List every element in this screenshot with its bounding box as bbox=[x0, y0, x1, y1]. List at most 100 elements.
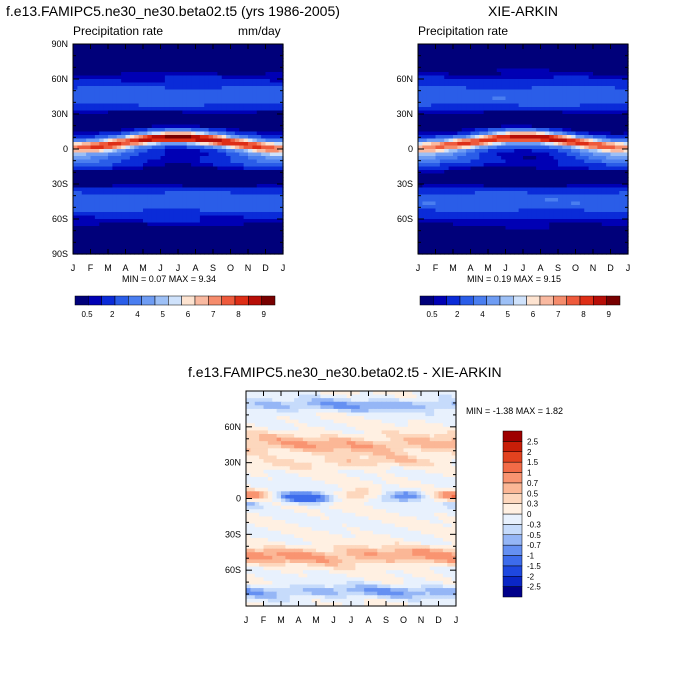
panel1-cell bbox=[151, 54, 157, 59]
panel1-cell bbox=[129, 142, 135, 147]
panel1-cell bbox=[73, 72, 78, 77]
panel2-cell bbox=[426, 121, 432, 126]
panel1-cell bbox=[156, 180, 162, 185]
panel2-cell bbox=[479, 44, 485, 49]
panel1-cell bbox=[191, 205, 197, 210]
panel2-cell bbox=[496, 156, 502, 161]
panel1-cell bbox=[239, 47, 245, 52]
panel1-cell bbox=[195, 240, 201, 245]
panel2-cell bbox=[474, 180, 480, 185]
panel1-cell bbox=[213, 65, 218, 70]
panel1-cell bbox=[73, 198, 78, 203]
panel1-cell bbox=[77, 121, 83, 126]
panel1-cell bbox=[248, 212, 253, 217]
panel1-cell bbox=[234, 229, 240, 234]
panel2-cell bbox=[610, 156, 616, 161]
panel2-cell bbox=[571, 173, 577, 178]
panel1-cell bbox=[129, 68, 135, 73]
panel1-cell bbox=[217, 177, 223, 182]
panel1-cell bbox=[94, 170, 100, 175]
panel1-cell bbox=[73, 51, 78, 56]
panel2-cell bbox=[619, 170, 625, 175]
panel2-cell bbox=[523, 170, 528, 175]
panel2-cell bbox=[470, 121, 476, 126]
panel2-cell bbox=[566, 54, 572, 59]
panel2-cell bbox=[474, 54, 480, 59]
panel1-cell bbox=[208, 233, 214, 238]
panel2-cell bbox=[601, 152, 607, 157]
panel2-cell bbox=[619, 166, 625, 171]
panel1-cell bbox=[252, 47, 258, 52]
panel1-cell bbox=[81, 226, 87, 231]
panel1-cell bbox=[156, 96, 162, 101]
panel2-cell bbox=[431, 166, 437, 171]
panel1-cell bbox=[129, 166, 135, 171]
panel2-cell bbox=[518, 184, 524, 189]
panel1-cell bbox=[208, 187, 214, 192]
panel2-cell bbox=[540, 145, 546, 150]
panel2-cell bbox=[606, 72, 612, 77]
panel2-cell bbox=[488, 184, 493, 189]
panel2-cell bbox=[571, 121, 577, 126]
panel1-cell bbox=[147, 194, 153, 199]
panel2-cell bbox=[601, 184, 607, 189]
panel2-cell bbox=[606, 166, 612, 171]
panel2-cell bbox=[435, 96, 441, 101]
panel1-cell bbox=[151, 170, 157, 175]
panel2-cell bbox=[588, 75, 594, 80]
panel1-cell bbox=[125, 89, 131, 94]
panel1-cell bbox=[230, 114, 236, 119]
panel1-cell bbox=[77, 240, 83, 245]
panel2-cell bbox=[558, 145, 563, 150]
panel2-cell bbox=[527, 145, 533, 150]
panel2-cell bbox=[518, 173, 524, 178]
panel2-cell bbox=[461, 110, 467, 115]
panel2-cell bbox=[505, 135, 511, 140]
panel1-cell bbox=[125, 82, 131, 87]
panel1-cell bbox=[195, 93, 201, 98]
panel2-cell bbox=[523, 44, 528, 49]
panel2-cell bbox=[614, 170, 620, 175]
panel2-cell bbox=[479, 142, 485, 147]
panel1-cell bbox=[204, 58, 210, 63]
panel1-cell bbox=[164, 51, 170, 56]
panel1-cell bbox=[208, 222, 214, 227]
panel1-cell bbox=[156, 177, 162, 182]
panel1-cell bbox=[274, 198, 280, 203]
panel1-cell bbox=[265, 72, 271, 77]
panel1-cell bbox=[208, 198, 214, 203]
panel2-cell bbox=[492, 58, 498, 63]
panel2-cell bbox=[435, 72, 441, 77]
panel2-cell bbox=[426, 156, 432, 161]
panel1-cell bbox=[86, 100, 92, 105]
panel2-cell bbox=[623, 44, 629, 49]
panel2-cell bbox=[575, 86, 581, 91]
panel1-cell bbox=[217, 86, 223, 91]
panel1-cell bbox=[99, 156, 105, 161]
panel1-cell bbox=[252, 82, 258, 87]
panel1-cell bbox=[256, 208, 262, 213]
panel1-cell bbox=[239, 86, 245, 91]
panel2-cell bbox=[505, 79, 511, 84]
panel2-cell bbox=[575, 82, 581, 87]
panel2-cell bbox=[492, 152, 498, 157]
panel1-cell bbox=[151, 247, 157, 252]
panel2-cell bbox=[623, 68, 629, 73]
panel2-cell bbox=[588, 159, 594, 164]
panel2-cell bbox=[575, 128, 581, 133]
panel2-cell bbox=[422, 51, 428, 56]
panel1-cell bbox=[217, 54, 223, 59]
panel2-cell bbox=[488, 86, 493, 91]
panel2-cell bbox=[536, 65, 542, 70]
panel2-cell bbox=[544, 124, 550, 129]
panel1-cell bbox=[94, 215, 100, 220]
panel1-cell bbox=[199, 156, 205, 161]
panel1-cell bbox=[182, 75, 188, 80]
panel2-cell bbox=[448, 166, 454, 171]
panel2-cell bbox=[558, 114, 563, 119]
panel1-cell bbox=[204, 187, 210, 192]
panel1-cell bbox=[129, 152, 135, 157]
panel2-cell bbox=[540, 156, 546, 161]
panel2-cell bbox=[509, 159, 515, 164]
panel1-cell bbox=[261, 226, 267, 231]
